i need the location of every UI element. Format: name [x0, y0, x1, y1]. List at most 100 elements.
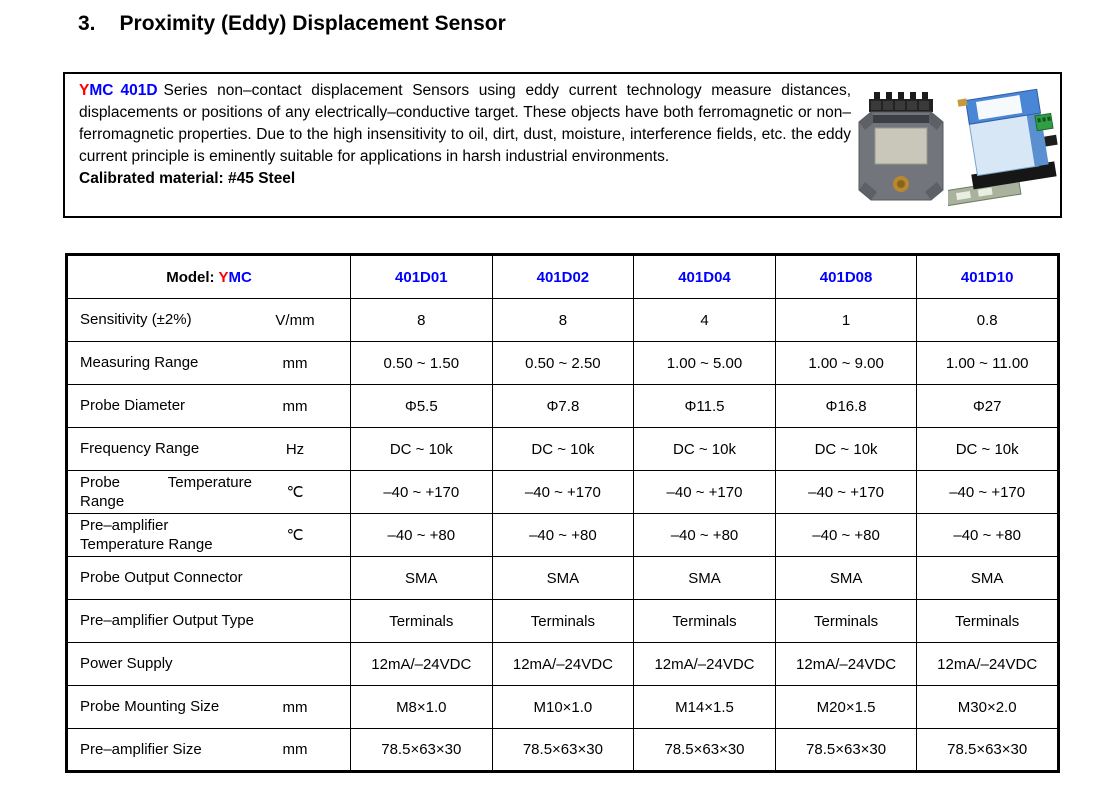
table-row-power-supply: Power Supply 12mA/–24VDC 12mA/–24VDC 12m…: [66, 642, 1059, 686]
model-header-cell: Model: YMC: [66, 254, 351, 299]
parameter-label: Measuring Range: [80, 354, 199, 372]
value-cell: 8: [491, 298, 635, 342]
value-cell: DC ~ 10k: [491, 427, 635, 471]
value-cell: 1.00 ~ 5.00: [633, 341, 776, 385]
parameter-cell: Measuring Range mm: [66, 341, 351, 385]
value-cell: 8: [350, 298, 493, 342]
value-cell: 1.00 ~ 9.00: [774, 341, 918, 385]
parameter-label: Probe Mounting Size: [80, 698, 220, 716]
value-cell: 4: [633, 298, 776, 342]
parameter-cell: Pre–amplifier Size mm: [66, 728, 351, 772]
value-cell: Terminals: [633, 599, 776, 643]
brand-letters-mc: MC: [228, 268, 252, 286]
parameter-label: Frequency Range: [80, 440, 200, 458]
value-cell: DC ~ 10k: [350, 427, 493, 471]
value-cell: DC ~ 10k: [916, 427, 1059, 471]
value-cell: Φ7.8: [491, 384, 635, 428]
value-cell: DC ~ 10k: [774, 427, 918, 471]
value-cell: 12mA/–24VDC: [774, 642, 918, 686]
value-cell: 1.00 ~ 11.00: [916, 341, 1059, 385]
value-cell: –40 ~ +80: [916, 513, 1059, 557]
value-cell: SMA: [491, 556, 635, 600]
series-model: 401D: [120, 82, 158, 99]
parameter-unit: Hz: [285, 440, 305, 458]
parameter-label: Power Supply: [80, 655, 173, 673]
brand-letter-y: Y: [218, 268, 229, 286]
value-cell: 78.5×63×30: [491, 728, 635, 772]
value-cell: –40 ~ +80: [633, 513, 776, 557]
table-row-probe-temperature-range: Probe Temperature Range ℃ –40 ~ +170 –40…: [66, 470, 1059, 514]
parameter-unit: ℃: [286, 484, 304, 501]
value-cell: –40 ~ +170: [350, 470, 493, 514]
value-cell: 78.5×63×30: [916, 728, 1059, 772]
parameter-label: Probe Output Connector: [80, 569, 243, 587]
value-cell: –40 ~ +80: [350, 513, 493, 557]
value-cell: 12mA/–24VDC: [633, 642, 776, 686]
value-cell: M10×1.0: [491, 685, 635, 729]
value-cell: M14×1.5: [633, 685, 776, 729]
table-row-preamplifier-output-type: Pre–amplifier Output Type Terminals Term…: [66, 599, 1059, 643]
value-cell: –40 ~ +170: [916, 470, 1059, 514]
parameter-label: Pre–amplifier Temperature Range: [80, 516, 213, 554]
value-cell: SMA: [916, 556, 1059, 600]
product-description: YMC 401D Series non–contact displacement S…: [79, 80, 851, 190]
gray-preamplifier-image: [858, 92, 944, 201]
blue-preamplifier-image: [948, 88, 1058, 207]
parameter-cell: Probe Temperature Range ℃: [66, 470, 351, 514]
table-row-sensitivity: Sensitivity (±2%) V/mm 8 8 4 1 0.8: [66, 298, 1059, 342]
model-label: Model:: [166, 268, 219, 286]
parameter-cell: Probe Mounting Size mm: [66, 685, 351, 729]
value-cell: –40 ~ +80: [774, 513, 918, 557]
value-cell: Terminals: [916, 599, 1059, 643]
parameter-cell: Pre–amplifier Output Type: [66, 599, 351, 643]
column-header-401d02: 401D02: [491, 254, 635, 299]
value-cell: –40 ~ +170: [633, 470, 776, 514]
parameter-unit: mm: [282, 741, 308, 758]
value-cell: 0.50 ~ 1.50: [350, 341, 493, 385]
table-row-preamplifier-temperature-range: Pre–amplifier Temperature Range ℃ –40 ~ …: [66, 513, 1059, 557]
value-cell: Terminals: [350, 599, 493, 643]
value-cell: Terminals: [774, 599, 918, 643]
parameter-label: Pre–amplifier Output Type: [80, 612, 254, 630]
table-header-row: Model: YMC 401D01 401D02 401D04 401D08 4…: [66, 254, 1059, 299]
value-cell: M8×1.0: [350, 685, 493, 729]
specification-table: Model: YMC 401D01 401D02 401D04 401D08 4…: [65, 253, 1060, 773]
parameter-unit: mm: [282, 397, 308, 415]
parameter-cell: Probe Diameter mm: [66, 384, 351, 428]
value-cell: 12mA/–24VDC: [491, 642, 635, 686]
column-header-401d10: 401D10: [916, 254, 1059, 299]
value-cell: 0.8: [916, 298, 1059, 342]
column-header-401d01: 401D01: [350, 254, 493, 299]
parameter-unit: ℃: [286, 527, 304, 544]
parameter-cell: Power Supply: [66, 642, 351, 686]
table-row-preamplifier-size: Pre–amplifier Size mm 78.5×63×30 78.5×63…: [66, 728, 1059, 772]
parameter-cell: Pre–amplifier Temperature Range ℃: [66, 513, 351, 557]
parameter-cell: Frequency Range Hz: [66, 427, 351, 471]
value-cell: Terminals: [491, 599, 635, 643]
value-cell: SMA: [774, 556, 918, 600]
table-row-probe-mounting-size: Probe Mounting Size mm M8×1.0 M10×1.0 M1…: [66, 685, 1059, 729]
value-cell: DC ~ 10k: [633, 427, 776, 471]
value-cell: Φ5.5: [350, 384, 493, 428]
value-cell: M20×1.5: [774, 685, 918, 729]
value-cell: 1: [774, 298, 918, 342]
parameter-unit: V/mm: [275, 311, 315, 329]
parameter-cell: Probe Output Connector: [66, 556, 351, 600]
parameter-label: Pre–amplifier Size: [80, 740, 202, 758]
parameter-unit: mm: [282, 354, 308, 372]
value-cell: 12mA/–24VDC: [916, 642, 1059, 686]
parameter-cell: Sensitivity (±2%) V/mm: [66, 298, 351, 342]
value-cell: 78.5×63×30: [774, 728, 918, 772]
parameter-unit: mm: [282, 698, 308, 716]
value-cell: –40 ~ +170: [774, 470, 918, 514]
parameter-label: Sensitivity (±2%): [80, 311, 192, 329]
calibrated-material-line: Calibrated material: #45 Steel: [79, 170, 296, 187]
parameter-label: Probe Diameter: [80, 397, 186, 415]
value-cell: SMA: [633, 556, 776, 600]
column-header-401d04: 401D04: [633, 254, 776, 299]
value-cell: 0.50 ~ 2.50: [491, 341, 635, 385]
parameter-label: Probe Temperature Range: [80, 473, 252, 511]
value-cell: Φ16.8: [774, 384, 918, 428]
value-cell: Φ27: [916, 384, 1059, 428]
brand-letters-mc: MC: [89, 82, 114, 99]
